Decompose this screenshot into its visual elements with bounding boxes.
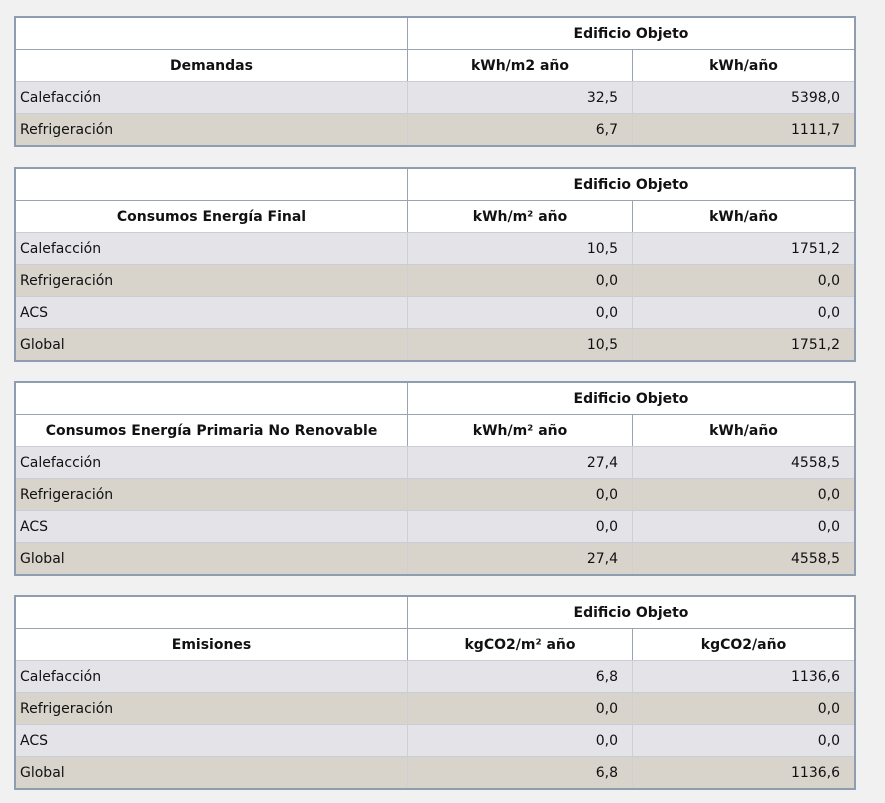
consumos-energia-final-table: Edificio Objeto Consumos Energía Final k… bbox=[14, 167, 856, 362]
column-header-per-m2[interactable]: kWh/m² año bbox=[407, 201, 632, 232]
row-value-per-m2[interactable]: 32,5 bbox=[407, 82, 632, 113]
row-value-per-m2[interactable]: 27,4 bbox=[407, 543, 632, 574]
table-row[interactable]: Refrigeración 0,0 0,0 bbox=[16, 478, 854, 510]
row-label[interactable]: ACS bbox=[16, 511, 407, 542]
row-label[interactable]: Refrigeración bbox=[16, 265, 407, 296]
table-row[interactable]: Global 6,8 1136,6 bbox=[16, 756, 854, 788]
consumos-energia-primaria-table: Edificio Objeto Consumos Energía Primari… bbox=[14, 381, 856, 576]
table-row[interactable]: ACS 0,0 0,0 bbox=[16, 510, 854, 542]
row-value-total[interactable]: 0,0 bbox=[632, 265, 854, 296]
row-value-total[interactable]: 1111,7 bbox=[632, 114, 854, 145]
row-label[interactable]: ACS bbox=[16, 297, 407, 328]
group-header[interactable]: Edificio Objeto bbox=[407, 383, 854, 414]
column-header-per-m2[interactable]: kgCO2/m² año bbox=[407, 629, 632, 660]
row-label[interactable]: Global bbox=[16, 543, 407, 574]
table-row[interactable]: ACS 0,0 0,0 bbox=[16, 724, 854, 756]
row-value-per-m2[interactable]: 27,4 bbox=[407, 447, 632, 478]
table-row[interactable]: Calefacción 27,4 4558,5 bbox=[16, 446, 854, 478]
group-header[interactable]: Edificio Objeto bbox=[407, 169, 854, 200]
row-value-per-m2[interactable]: 6,7 bbox=[407, 114, 632, 145]
table-row[interactable]: Calefacción 6,8 1136,6 bbox=[16, 660, 854, 692]
row-label[interactable]: Calefacción bbox=[16, 661, 407, 692]
column-header-total[interactable]: kWh/año bbox=[632, 50, 854, 81]
group-header-row: Edificio Objeto bbox=[16, 18, 854, 49]
row-value-per-m2[interactable]: 0,0 bbox=[407, 693, 632, 724]
table-row[interactable]: Calefacción 32,5 5398,0 bbox=[16, 81, 854, 113]
header-blank bbox=[16, 18, 407, 49]
column-header-concept[interactable]: Consumos Energía Final bbox=[16, 201, 407, 232]
row-label[interactable]: Global bbox=[16, 329, 407, 360]
row-value-total[interactable]: 0,0 bbox=[632, 725, 854, 756]
row-value-per-m2[interactable]: 0,0 bbox=[407, 511, 632, 542]
column-header-per-m2[interactable]: kWh/m2 año bbox=[407, 50, 632, 81]
table-row[interactable]: Calefacción 10,5 1751,2 bbox=[16, 232, 854, 264]
group-header[interactable]: Edificio Objeto bbox=[407, 18, 854, 49]
row-value-per-m2[interactable]: 0,0 bbox=[407, 265, 632, 296]
row-value-total[interactable]: 1751,2 bbox=[632, 233, 854, 264]
row-label[interactable]: Calefacción bbox=[16, 82, 407, 113]
row-value-per-m2[interactable]: 0,0 bbox=[407, 297, 632, 328]
row-value-total[interactable]: 0,0 bbox=[632, 693, 854, 724]
row-value-total[interactable]: 0,0 bbox=[632, 511, 854, 542]
demandas-table: Edificio Objeto Demandas kWh/m2 año kWh/… bbox=[14, 16, 856, 147]
column-header-row: Consumos Energía Final kWh/m² año kWh/añ… bbox=[16, 200, 854, 232]
row-value-total[interactable]: 0,0 bbox=[632, 479, 854, 510]
row-value-per-m2[interactable]: 0,0 bbox=[407, 725, 632, 756]
row-value-total[interactable]: 0,0 bbox=[632, 297, 854, 328]
table-row[interactable]: Refrigeración 0,0 0,0 bbox=[16, 264, 854, 296]
row-label[interactable]: Refrigeración bbox=[16, 693, 407, 724]
column-header-row: Emisiones kgCO2/m² año kgCO2/año bbox=[16, 628, 854, 660]
column-header-concept[interactable]: Emisiones bbox=[16, 629, 407, 660]
table-row[interactable]: Global 10,5 1751,2 bbox=[16, 328, 854, 360]
emisiones-table: Edificio Objeto Emisiones kgCO2/m² año k… bbox=[14, 595, 856, 790]
row-label[interactable]: Calefacción bbox=[16, 233, 407, 264]
header-blank bbox=[16, 169, 407, 200]
row-value-total[interactable]: 1751,2 bbox=[632, 329, 854, 360]
row-value-total[interactable]: 4558,5 bbox=[632, 543, 854, 574]
header-blank bbox=[16, 383, 407, 414]
row-label[interactable]: Refrigeración bbox=[16, 114, 407, 145]
row-label[interactable]: Global bbox=[16, 757, 407, 788]
column-header-total[interactable]: kWh/año bbox=[632, 201, 854, 232]
row-value-per-m2[interactable]: 0,0 bbox=[407, 479, 632, 510]
row-value-total[interactable]: 5398,0 bbox=[632, 82, 854, 113]
column-header-row: Consumos Energía Primaria No Renovable k… bbox=[16, 414, 854, 446]
row-value-total[interactable]: 1136,6 bbox=[632, 661, 854, 692]
row-value-total[interactable]: 4558,5 bbox=[632, 447, 854, 478]
header-blank bbox=[16, 597, 407, 628]
row-value-total[interactable]: 1136,6 bbox=[632, 757, 854, 788]
column-header-concept[interactable]: Consumos Energía Primaria No Renovable bbox=[16, 415, 407, 446]
column-header-total[interactable]: kgCO2/año bbox=[632, 629, 854, 660]
group-header-row: Edificio Objeto bbox=[16, 597, 854, 628]
table-row[interactable]: Global 27,4 4558,5 bbox=[16, 542, 854, 574]
table-row[interactable]: Refrigeración 6,7 1111,7 bbox=[16, 113, 854, 145]
group-header-row: Edificio Objeto bbox=[16, 383, 854, 414]
row-value-per-m2[interactable]: 10,5 bbox=[407, 329, 632, 360]
group-header-row: Edificio Objeto bbox=[16, 169, 854, 200]
table-row[interactable]: Refrigeración 0,0 0,0 bbox=[16, 692, 854, 724]
row-label[interactable]: Calefacción bbox=[16, 447, 407, 478]
row-value-per-m2[interactable]: 6,8 bbox=[407, 757, 632, 788]
column-header-concept[interactable]: Demandas bbox=[16, 50, 407, 81]
group-header[interactable]: Edificio Objeto bbox=[407, 597, 854, 628]
table-row[interactable]: ACS 0,0 0,0 bbox=[16, 296, 854, 328]
row-value-per-m2[interactable]: 6,8 bbox=[407, 661, 632, 692]
row-label[interactable]: Refrigeración bbox=[16, 479, 407, 510]
row-value-per-m2[interactable]: 10,5 bbox=[407, 233, 632, 264]
column-header-total[interactable]: kWh/año bbox=[632, 415, 854, 446]
row-label[interactable]: ACS bbox=[16, 725, 407, 756]
column-header-per-m2[interactable]: kWh/m² año bbox=[407, 415, 632, 446]
column-header-row: Demandas kWh/m2 año kWh/año bbox=[16, 49, 854, 81]
